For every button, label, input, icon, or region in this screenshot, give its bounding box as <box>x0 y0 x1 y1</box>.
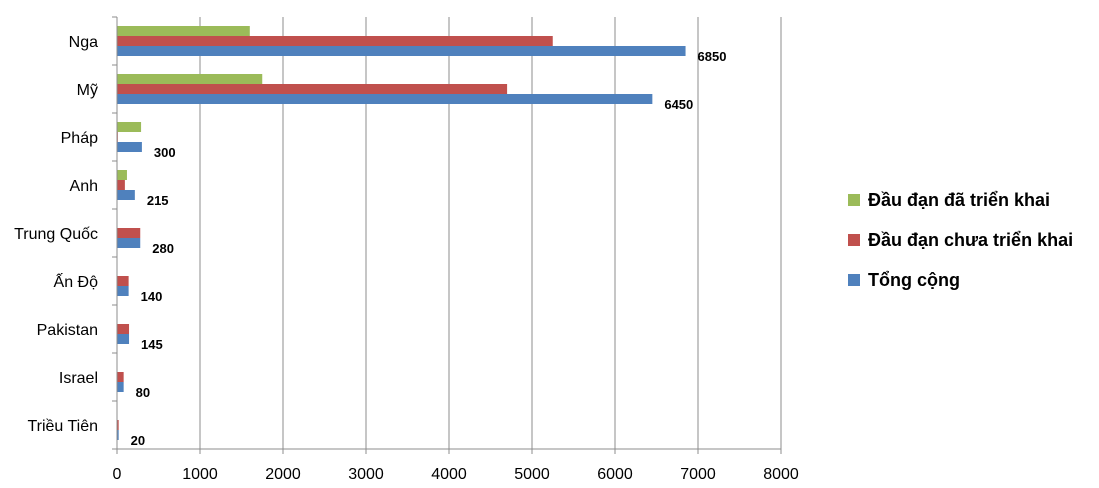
bar-deployed <box>117 74 263 84</box>
data-label: 215 <box>147 193 169 208</box>
data-label: 20 <box>131 433 145 448</box>
bar-undeployed <box>117 372 124 382</box>
bar-total <box>117 334 130 344</box>
x-tick-label: 8000 <box>763 466 799 483</box>
bar-total <box>117 286 129 296</box>
bar-total <box>117 430 119 440</box>
x-tick-label: 5000 <box>514 466 550 483</box>
x-tick-label: 7000 <box>680 466 716 483</box>
legend-item-deployed: Đầu đạn đã triển khai <box>848 180 1073 220</box>
category-label: Israel <box>59 370 98 387</box>
legend-swatch-total <box>848 274 860 286</box>
bar-undeployed <box>117 180 125 190</box>
category-label: Pháp <box>61 130 98 147</box>
legend-swatch-undeployed <box>848 234 860 246</box>
bar-undeployed <box>117 228 141 238</box>
bar-total <box>117 94 653 104</box>
bar-undeployed <box>117 36 553 46</box>
legend-item-total: Tổng cộng <box>848 260 1073 300</box>
bar-undeployed <box>117 420 119 430</box>
category-label: Nga <box>69 34 98 51</box>
data-label: 140 <box>141 289 163 304</box>
legend: Đầu đạn đã triển khai Đầu đạn chưa triển… <box>848 180 1073 300</box>
category-label: Mỹ <box>77 82 98 99</box>
legend-label-deployed: Đầu đạn đã triển khai <box>868 189 1051 210</box>
category-label: Triều Tiên <box>27 418 98 435</box>
bar-deployed <box>117 170 127 180</box>
data-label: 145 <box>141 337 163 352</box>
legend-swatch-deployed <box>848 194 860 206</box>
legend-label-undeployed: Đầu đạn chưa triển khai <box>868 229 1074 250</box>
bar-total <box>117 238 141 248</box>
x-tick-label: 3000 <box>348 466 384 483</box>
x-tick-label: 2000 <box>265 466 301 483</box>
bar-total <box>117 190 135 200</box>
data-label: 80 <box>136 385 150 400</box>
data-label: 280 <box>152 241 174 256</box>
bar-total <box>117 142 142 152</box>
category-label: Anh <box>70 178 98 195</box>
data-label: 300 <box>154 145 176 160</box>
bar-deployed <box>117 122 142 132</box>
legend-item-undeployed: Đầu đạn chưa triển khai <box>848 220 1073 260</box>
category-label: Trung Quốc <box>14 226 98 243</box>
bar-undeployed <box>117 276 129 286</box>
bar-undeployed <box>117 84 508 94</box>
bar-undeployed <box>117 324 130 334</box>
x-tick-label: 6000 <box>597 466 633 483</box>
bar-total <box>117 46 686 56</box>
x-tick-label: 4000 <box>431 466 467 483</box>
x-tick-label: 1000 <box>182 466 218 483</box>
legend-label-total: Tổng cộng <box>868 269 960 290</box>
category-label: Pakistan <box>37 322 98 339</box>
x-tick-label: 0 <box>113 466 122 483</box>
bar-total <box>117 382 124 392</box>
data-label: 6450 <box>664 97 693 112</box>
data-label: 6850 <box>698 49 727 64</box>
category-label: Ấn Độ <box>54 272 99 291</box>
bar-deployed <box>117 26 250 36</box>
